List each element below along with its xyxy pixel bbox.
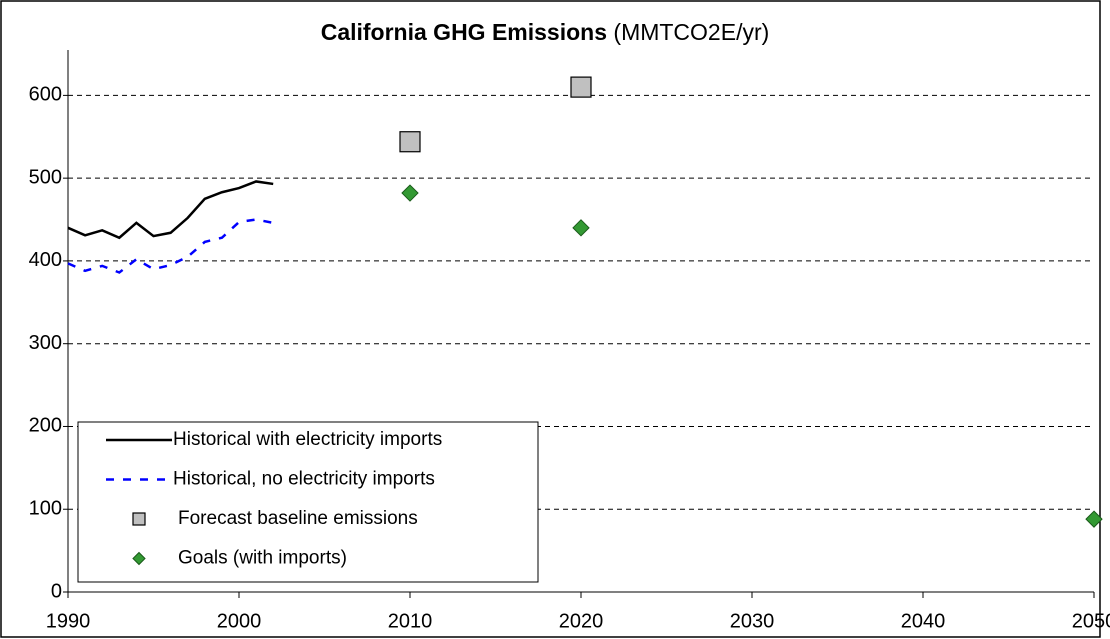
legend-label: Forecast baseline emissions xyxy=(178,508,418,529)
marker-diamond xyxy=(572,219,590,237)
legend-label: Historical, no electricity imports xyxy=(173,469,435,490)
chart-title: California GHG Emissions xyxy=(321,19,607,45)
series-line xyxy=(67,180,274,240)
chart-subtitle: (MMTCO2E/yr) xyxy=(613,19,769,45)
marker-square xyxy=(570,76,592,98)
y-tick-label: 400 xyxy=(29,249,62,271)
x-tick-label: 2030 xyxy=(730,610,775,632)
x-tick-label: 2040 xyxy=(901,610,946,632)
x-tick-label: 2010 xyxy=(388,610,433,632)
y-tick-label: 0 xyxy=(51,580,62,602)
series-line xyxy=(67,218,274,274)
marker-diamond xyxy=(1085,510,1103,528)
y-tick-label: 600 xyxy=(29,84,62,106)
y-tick-label: 200 xyxy=(29,415,62,437)
legend-box xyxy=(77,421,539,583)
marker-diamond xyxy=(132,551,146,566)
y-tick-label: 300 xyxy=(29,332,62,354)
x-tick-label: 1990 xyxy=(46,610,91,632)
marker-diamond xyxy=(401,184,419,202)
x-tick-label: 2000 xyxy=(217,610,262,632)
legend-label: Goals (with imports) xyxy=(178,548,347,569)
marker-square xyxy=(399,131,421,153)
y-tick-label: 500 xyxy=(29,166,62,188)
legend-label: Historical with electricity imports xyxy=(173,429,442,450)
y-tick-label: 100 xyxy=(29,498,62,520)
chart-title-group: California GHG Emissions (MMTCO2E/yr) xyxy=(321,19,770,45)
x-tick-label: 2020 xyxy=(559,610,604,632)
marker-square xyxy=(132,512,146,526)
x-tick-label: 2050 xyxy=(1072,610,1110,632)
